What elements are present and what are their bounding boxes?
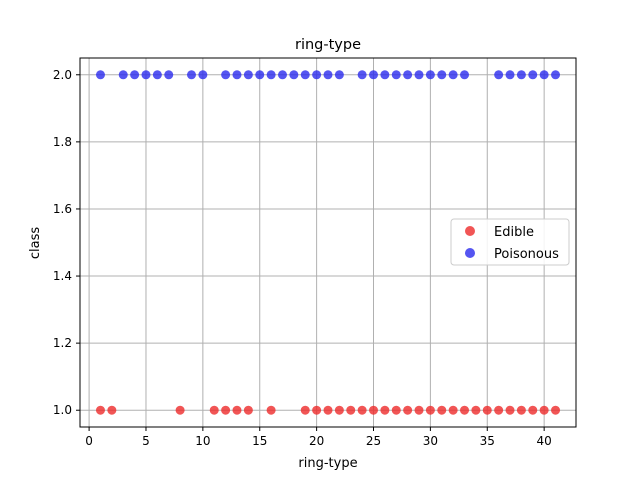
data-point-edible bbox=[414, 405, 424, 415]
y-tick-label: 1.8 bbox=[53, 135, 72, 149]
data-point-poisonous bbox=[255, 70, 265, 80]
x-tick-label: 5 bbox=[142, 434, 150, 448]
data-point-edible bbox=[334, 405, 344, 415]
legend-marker-poisonous bbox=[465, 248, 475, 258]
data-point-edible bbox=[437, 405, 447, 415]
data-point-poisonous bbox=[232, 70, 242, 80]
data-point-edible bbox=[369, 405, 379, 415]
data-point-edible bbox=[95, 405, 105, 415]
x-tick-label: 25 bbox=[366, 434, 381, 448]
data-point-edible bbox=[482, 405, 492, 415]
legend: Edible Poisonous bbox=[450, 218, 570, 266]
data-point-poisonous bbox=[448, 70, 458, 80]
data-point-edible bbox=[107, 405, 117, 415]
data-point-poisonous bbox=[357, 70, 367, 80]
x-tick-label: 10 bbox=[195, 434, 210, 448]
data-point-poisonous bbox=[414, 70, 424, 80]
data-point-edible bbox=[528, 405, 538, 415]
data-point-edible bbox=[346, 405, 356, 415]
x-tick-label: 40 bbox=[537, 434, 552, 448]
data-point-edible bbox=[505, 405, 515, 415]
data-point-poisonous bbox=[266, 70, 276, 80]
data-point-poisonous bbox=[334, 70, 344, 80]
y-tick-label: 1.0 bbox=[53, 403, 72, 417]
data-point-poisonous bbox=[118, 70, 128, 80]
data-point-edible bbox=[312, 405, 322, 415]
data-point-edible bbox=[300, 405, 310, 415]
data-point-poisonous bbox=[494, 70, 504, 80]
data-point-poisonous bbox=[186, 70, 196, 80]
y-tick-label: 1.2 bbox=[53, 336, 72, 350]
data-point-edible bbox=[539, 405, 549, 415]
x-tick-label: 15 bbox=[252, 434, 267, 448]
data-point-poisonous bbox=[369, 70, 379, 80]
data-point-edible bbox=[516, 405, 526, 415]
data-points bbox=[95, 70, 561, 415]
y-tick-label: 1.4 bbox=[53, 269, 72, 283]
data-point-poisonous bbox=[130, 70, 140, 80]
data-point-edible bbox=[391, 405, 401, 415]
data-point-poisonous bbox=[380, 70, 390, 80]
data-point-poisonous bbox=[437, 70, 447, 80]
data-point-poisonous bbox=[391, 70, 401, 80]
plot-frame bbox=[79, 57, 577, 428]
data-point-poisonous bbox=[289, 70, 299, 80]
data-point-edible bbox=[551, 405, 561, 415]
data-point-poisonous bbox=[516, 70, 526, 80]
data-point-poisonous bbox=[277, 70, 287, 80]
data-point-edible bbox=[243, 405, 253, 415]
data-point-edible bbox=[425, 405, 435, 415]
data-point-edible bbox=[175, 405, 185, 415]
y-tick-label: 2.0 bbox=[53, 68, 72, 82]
legend-box bbox=[450, 218, 570, 266]
x-tick-label: 35 bbox=[480, 434, 495, 448]
data-point-poisonous bbox=[460, 70, 470, 80]
data-point-poisonous bbox=[141, 70, 151, 80]
data-point-poisonous bbox=[528, 70, 538, 80]
data-point-edible bbox=[221, 405, 231, 415]
data-point-edible bbox=[471, 405, 481, 415]
data-point-poisonous bbox=[539, 70, 549, 80]
data-point-edible bbox=[448, 405, 458, 415]
chart-title: ring-type bbox=[295, 37, 361, 53]
data-point-poisonous bbox=[221, 70, 231, 80]
data-point-edible bbox=[380, 405, 390, 415]
data-point-poisonous bbox=[152, 70, 162, 80]
data-point-poisonous bbox=[403, 70, 413, 80]
data-point-poisonous bbox=[243, 70, 253, 80]
data-point-poisonous bbox=[198, 70, 208, 80]
data-point-poisonous bbox=[551, 70, 561, 80]
legend-label-poisonous: Poisonous bbox=[494, 247, 559, 262]
data-point-poisonous bbox=[164, 70, 174, 80]
data-point-edible bbox=[323, 405, 333, 415]
y-tick-label: 1.6 bbox=[53, 202, 72, 216]
data-point-poisonous bbox=[300, 70, 310, 80]
axis-ticks: 0 5 10 15 20 25 30 35 40 1.0 1.2 1.4 1.6 1.8 2.0 bbox=[53, 68, 552, 448]
legend-marker-edible bbox=[465, 226, 475, 236]
data-point-edible bbox=[357, 405, 367, 415]
x-axis-label: ring-type bbox=[298, 456, 357, 471]
data-point-poisonous bbox=[312, 70, 322, 80]
legend-label-edible: Edible bbox=[494, 225, 534, 240]
data-point-poisonous bbox=[425, 70, 435, 80]
data-point-poisonous bbox=[505, 70, 515, 80]
data-point-edible bbox=[266, 405, 276, 415]
x-tick-label: 0 bbox=[85, 434, 93, 448]
data-point-poisonous bbox=[95, 70, 105, 80]
y-axis-label: class bbox=[28, 227, 43, 259]
x-tick-label: 30 bbox=[423, 434, 438, 448]
data-point-edible bbox=[209, 405, 219, 415]
x-tick-label: 20 bbox=[309, 434, 324, 448]
data-point-edible bbox=[232, 405, 242, 415]
data-point-poisonous bbox=[323, 70, 333, 80]
data-point-edible bbox=[494, 405, 504, 415]
data-point-edible bbox=[460, 405, 470, 415]
data-point-edible bbox=[403, 405, 413, 415]
